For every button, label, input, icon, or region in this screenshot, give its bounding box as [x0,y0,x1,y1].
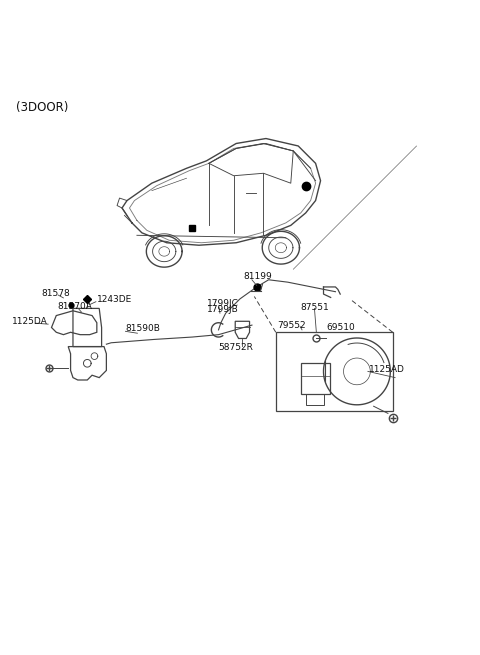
Text: 58752R: 58752R [218,343,253,352]
Text: 1799JB: 1799JB [206,305,239,314]
Text: 81578: 81578 [41,289,70,297]
Text: 1243DE: 1243DE [97,295,132,305]
Text: (3DOOR): (3DOOR) [16,101,68,114]
Text: 1125DA: 1125DA [12,317,48,326]
Text: 1799JC: 1799JC [206,299,239,308]
Text: 81199: 81199 [244,272,273,282]
Bar [276,332,393,411]
Bar [306,394,324,405]
Text: 87551: 87551 [300,303,329,312]
Text: 79552: 79552 [277,320,306,329]
Bar [301,364,330,394]
Text: 81590B: 81590B [125,324,160,333]
Text: 1125AD: 1125AD [369,365,405,374]
Text: 69510: 69510 [327,323,356,332]
Text: 81570A: 81570A [58,303,93,312]
